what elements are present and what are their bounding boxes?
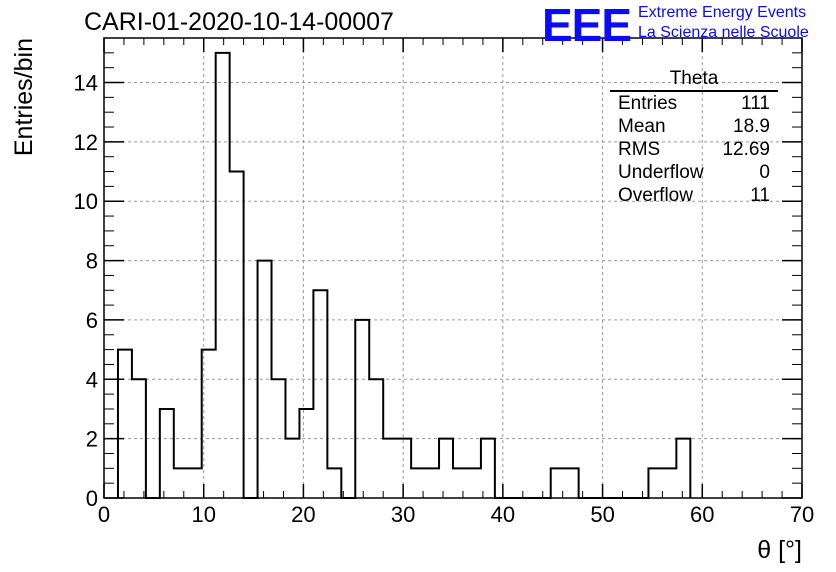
- stats-value: 0: [759, 162, 770, 183]
- histogram-bar: [453, 468, 467, 498]
- stats-box: Theta Entries 111 Mean 18.9 RMS 12.69 Un…: [610, 68, 778, 207]
- stats-label: Entries: [618, 93, 678, 114]
- stats-label: RMS: [618, 139, 661, 160]
- x-tick-label: 0: [98, 502, 110, 527]
- x-tick-label: 70: [790, 502, 814, 527]
- y-axis-label: Entries/bin: [10, 38, 38, 156]
- logo-caption-line1: Extreme Energy Events: [638, 4, 807, 21]
- histogram-bar: [676, 439, 690, 498]
- y-tick-label: 10: [74, 189, 98, 214]
- stats-row-entries: Entries 111: [610, 92, 778, 115]
- stats-label: Underflow: [618, 162, 704, 183]
- histogram-bar: [285, 439, 299, 498]
- stats-value: 18.9: [733, 116, 770, 137]
- histogram-bar: [648, 468, 662, 498]
- y-tick-label: 12: [74, 130, 98, 155]
- x-tick-label: 60: [690, 502, 714, 527]
- histogram-bar: [439, 439, 453, 498]
- histogram-bar: [160, 409, 174, 498]
- histogram-bar: [565, 468, 579, 498]
- x-tick-label: 40: [491, 502, 515, 527]
- logo-caption-line2: La Scienza nelle Scuole: [638, 24, 809, 41]
- x-tick-label: 30: [391, 502, 415, 527]
- histogram-bar: [174, 468, 188, 498]
- histogram-bar: [397, 439, 411, 498]
- x-tick-label: 20: [291, 502, 315, 527]
- histogram-outline: [116, 51, 692, 499]
- histogram-bar: [258, 261, 272, 498]
- histogram-bar: [118, 350, 132, 498]
- stats-row-rms: RMS 12.69: [610, 138, 778, 161]
- histogram-bar: [467, 468, 481, 498]
- x-tick-label: 10: [191, 502, 215, 527]
- histogram-bar: [299, 409, 313, 498]
- eee-logo: EEE: [542, 0, 632, 51]
- histogram-bar: [481, 439, 495, 498]
- histogram-bar: [327, 468, 341, 498]
- histogram-bar: [216, 53, 230, 498]
- x-tick-label: 50: [590, 502, 614, 527]
- stats-row-overflow: Overflow 11: [610, 184, 778, 207]
- histogram-title: CARI-01-2020-10-14-00007: [84, 8, 394, 36]
- histogram-bar: [383, 439, 397, 498]
- plot-frame: [103, 37, 803, 499]
- y-tick-label: 0: [86, 486, 98, 511]
- stats-value: 11: [750, 185, 770, 206]
- y-tick-label: 4: [86, 367, 98, 392]
- stats-title: Theta: [610, 68, 778, 92]
- stats-label: Overflow: [618, 185, 693, 206]
- histogram-bar: [662, 468, 676, 498]
- stats-row-underflow: Underflow 0: [610, 161, 778, 184]
- y-tick-label: 6: [86, 308, 98, 333]
- stats-label: Mean: [618, 116, 666, 137]
- stats-row-mean: Mean 18.9: [610, 115, 778, 138]
- histogram-bar: [230, 172, 244, 498]
- x-axis-label: θ [°]: [757, 536, 802, 564]
- histogram-bar: [188, 468, 202, 498]
- y-tick-label: 2: [86, 427, 98, 452]
- histogram-bar: [313, 290, 327, 498]
- histogram-bar: [425, 468, 439, 498]
- y-tick-label: 14: [74, 71, 98, 96]
- stats-value: 111: [741, 93, 770, 114]
- y-tick-label: 8: [86, 249, 98, 274]
- histogram-bar: [355, 320, 369, 498]
- stats-value: 12.69: [722, 139, 770, 160]
